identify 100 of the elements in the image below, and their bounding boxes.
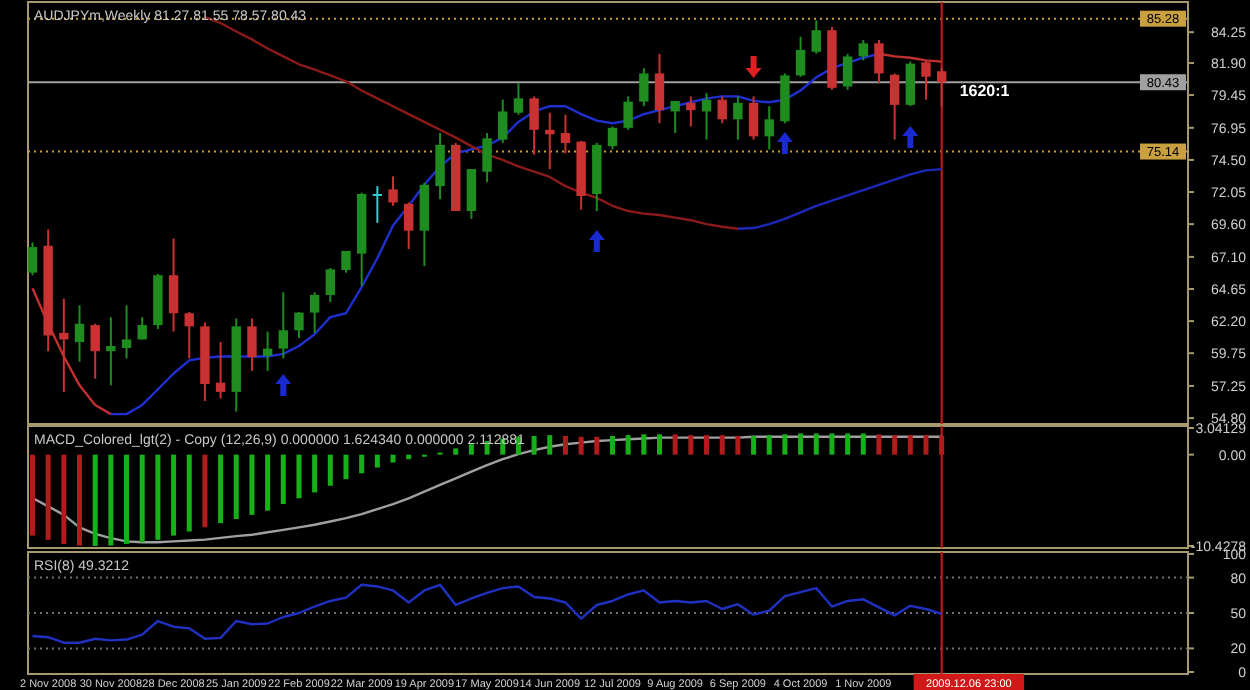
bar: [29, 454, 35, 536]
candlestick: [686, 95, 696, 128]
bar: [453, 448, 459, 455]
bar: [139, 454, 145, 543]
candlestick: [262, 330, 273, 372]
bar: [249, 454, 255, 515]
bar: [171, 454, 177, 536]
bar: [782, 434, 788, 455]
candlestick: [106, 316, 116, 387]
candlestick: [59, 297, 69, 393]
candlestick: [466, 168, 477, 220]
candlestick: [607, 125, 618, 151]
candlestick: [294, 310, 304, 340]
candlestick: [168, 237, 179, 333]
line-series: [31, 583, 943, 644]
bar: [704, 435, 710, 455]
bar: [829, 433, 835, 455]
candlestick: [215, 341, 226, 400]
line-series: [31, 435, 943, 544]
bar: [390, 454, 396, 463]
bar: [892, 435, 898, 455]
bar: [813, 433, 819, 455]
candlestick: [623, 95, 633, 131]
bar: [327, 454, 333, 486]
candlestick: [247, 317, 257, 372]
bar: [218, 454, 224, 524]
bar: [202, 454, 208, 528]
annotation: 1620:1: [959, 82, 1011, 100]
candlestick: [858, 39, 868, 62]
bar: [939, 435, 945, 455]
bar: [359, 454, 365, 474]
candlestick: [372, 185, 383, 224]
bar: [186, 454, 192, 532]
bar: [594, 436, 600, 455]
candlestick: [482, 132, 492, 184]
bar: [92, 454, 98, 546]
bar: [374, 454, 380, 468]
bar: [876, 434, 882, 455]
candlestick: [529, 95, 539, 156]
candlestick: [670, 99, 680, 135]
candlestick: [309, 291, 320, 334]
bar: [672, 434, 678, 455]
bar: [751, 435, 757, 455]
candlestick: [498, 98, 508, 144]
candlestick: [780, 72, 790, 125]
candlestick: [27, 241, 38, 277]
bar: [343, 454, 349, 480]
bar: [845, 433, 851, 455]
bar: [657, 434, 663, 455]
candlestick: [654, 52, 665, 125]
candlestick: [795, 35, 806, 78]
candlestick: [560, 113, 571, 155]
candlestick: [717, 95, 727, 125]
bar: [45, 454, 51, 540]
bar: [860, 433, 866, 455]
candlestick: [278, 291, 288, 360]
bar: [578, 436, 584, 455]
bar: [766, 435, 772, 455]
candlestick: [388, 175, 398, 207]
bar: [923, 435, 929, 455]
candlestick: [639, 67, 649, 108]
candlestick: [748, 95, 759, 141]
candlestick: [842, 52, 853, 91]
candlestick: [74, 304, 85, 363]
candlestick: [121, 304, 132, 360]
bar: [61, 454, 67, 544]
bar: [609, 435, 615, 455]
line-series: [736, 167, 943, 230]
bar: [280, 454, 286, 505]
candlestick: [403, 201, 414, 251]
candlestick: [90, 322, 100, 380]
bar: [233, 454, 239, 520]
bar: [531, 435, 537, 455]
bar: [719, 435, 725, 455]
bar: [798, 433, 804, 455]
candlestick: [733, 95, 743, 141]
bar: [155, 454, 161, 540]
candlestick: [811, 19, 821, 55]
candlestick: [513, 82, 524, 116]
candlestick: [764, 105, 774, 151]
candlestick: [905, 60, 916, 108]
candlestick: [921, 59, 931, 101]
candlestick: [184, 310, 194, 360]
candlestick: [419, 181, 430, 268]
bar: [625, 435, 631, 455]
candlestick: [435, 132, 445, 201]
candlestick: [936, 66, 947, 108]
bar: [312, 454, 318, 493]
bar: [124, 454, 130, 544]
bar: [265, 454, 271, 511]
bar: [77, 454, 83, 546]
bar: [688, 435, 694, 455]
bar: [641, 434, 647, 455]
bar: [296, 454, 302, 499]
candlestick: [325, 267, 336, 304]
candlestick: [341, 250, 351, 274]
bar: [108, 454, 114, 546]
bar: [547, 435, 553, 455]
bar: [907, 435, 913, 455]
bar: [735, 435, 741, 455]
